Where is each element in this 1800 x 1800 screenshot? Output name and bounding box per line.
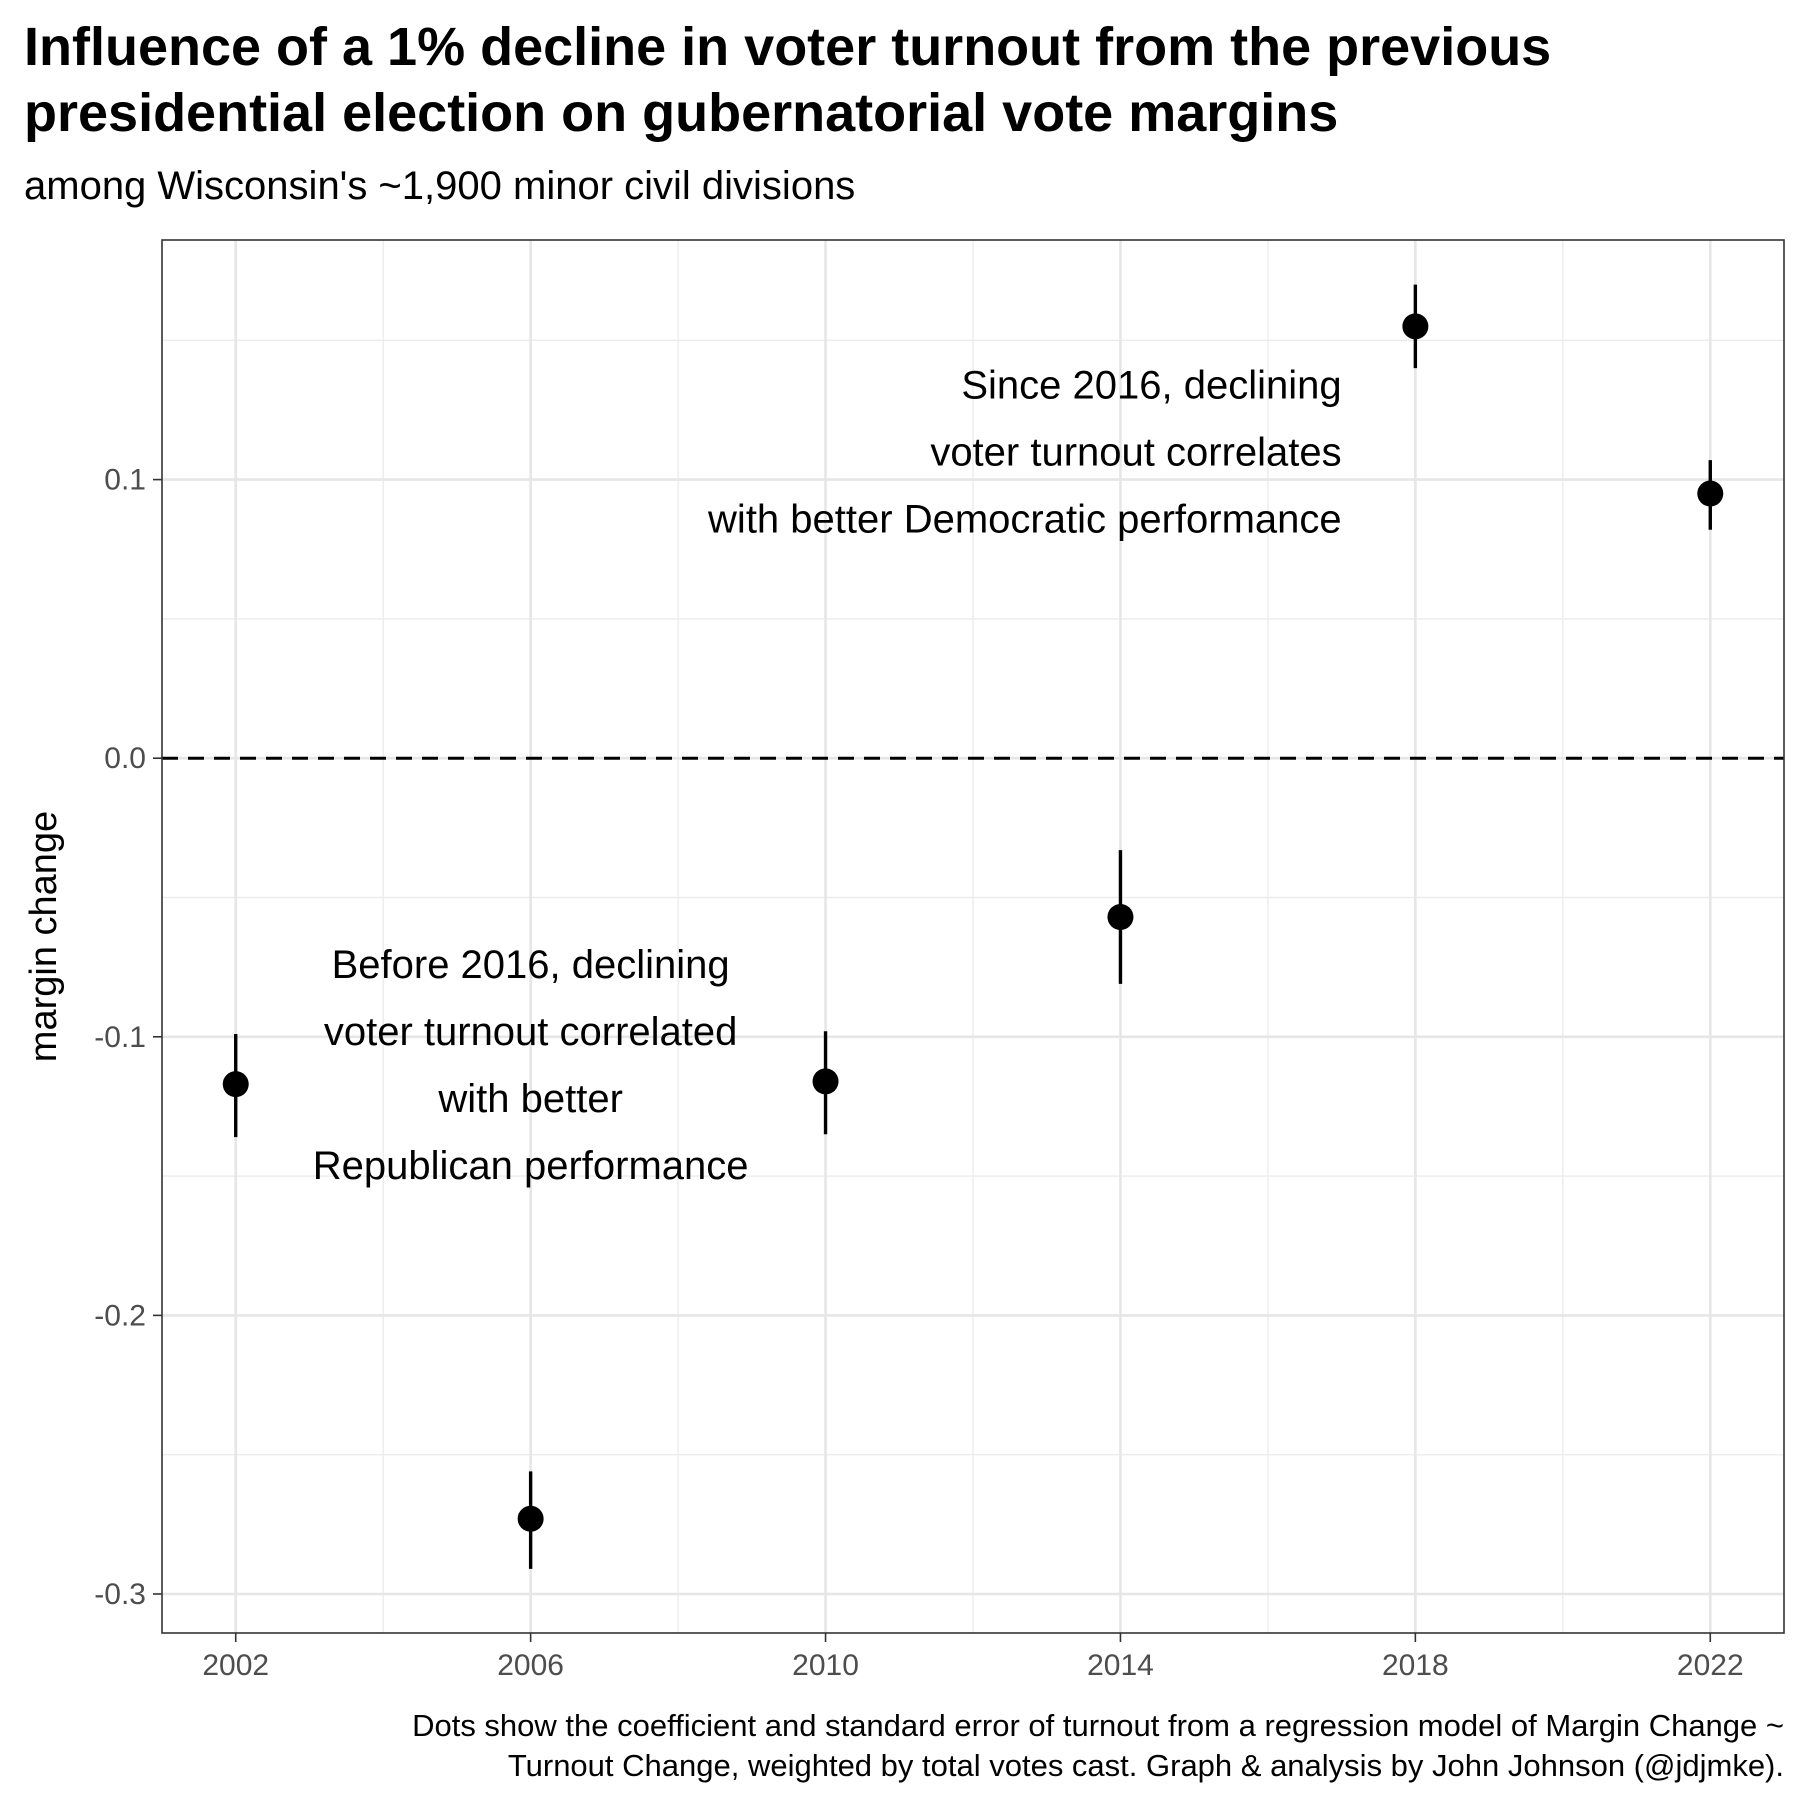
y-tick-label: -0.3	[94, 1578, 146, 1611]
y-tick-label: -0.1	[94, 1021, 146, 1054]
annotation-line: Republican performance	[313, 1144, 749, 1188]
annotation-line: with better	[437, 1077, 623, 1121]
annotation-text: Since 2016, declining voter turnout corre…	[707, 364, 1342, 542]
y-tick-label: 0.0	[104, 742, 146, 775]
chart-svg: Since 2016, declining voter turnout corre…	[23, 239, 1785, 1682]
annotation-line: voter turnout correlates	[930, 431, 1341, 475]
y-tick-label: 0.1	[104, 464, 146, 497]
x-tick-label: 2006	[497, 1649, 564, 1682]
data-point	[812, 1068, 839, 1095]
data-point	[222, 1071, 249, 1098]
annotation-line: Before 2016, declining	[332, 943, 730, 987]
x-tick-label: 2018	[1382, 1649, 1449, 1682]
chart-caption: Dots show the coefficient and standard e…	[412, 1708, 1784, 1783]
annotation-line: Since 2016, declining	[961, 364, 1341, 408]
data-point	[1107, 903, 1134, 930]
annotations: Since 2016, declining voter turnout corre…	[313, 364, 1342, 1188]
chart-title: Influence of a 1% decline in voter turno…	[24, 17, 1552, 143]
annotation-text: Before 2016, declining voter turnout corr…	[313, 943, 749, 1188]
y-axis-label: margin change	[23, 811, 65, 1062]
data-point	[517, 1505, 544, 1532]
annotation-line: voter turnout correlated	[324, 1010, 738, 1054]
chart-subtitle: among Wisconsin's ~1,900 minor civil div…	[24, 164, 856, 208]
x-tick-label: 2014	[1087, 1649, 1154, 1682]
minor-gridlines	[162, 240, 1784, 1633]
data-marks	[222, 284, 1724, 1569]
y-tick-label: -0.2	[94, 1299, 146, 1332]
panel-border	[161, 239, 1785, 1634]
annotation-line: with better Democratic performance	[707, 498, 1342, 542]
data-point	[1697, 480, 1724, 507]
axes: 2002 2006 2010 2014 2018 2022 -0.3 -0.2 -0.1 0.0 0…	[94, 464, 1743, 1682]
x-tick-label: 2002	[202, 1649, 269, 1682]
x-tick-label: 2010	[792, 1649, 859, 1682]
data-point	[1402, 313, 1429, 340]
x-tick-label: 2022	[1677, 1649, 1744, 1682]
